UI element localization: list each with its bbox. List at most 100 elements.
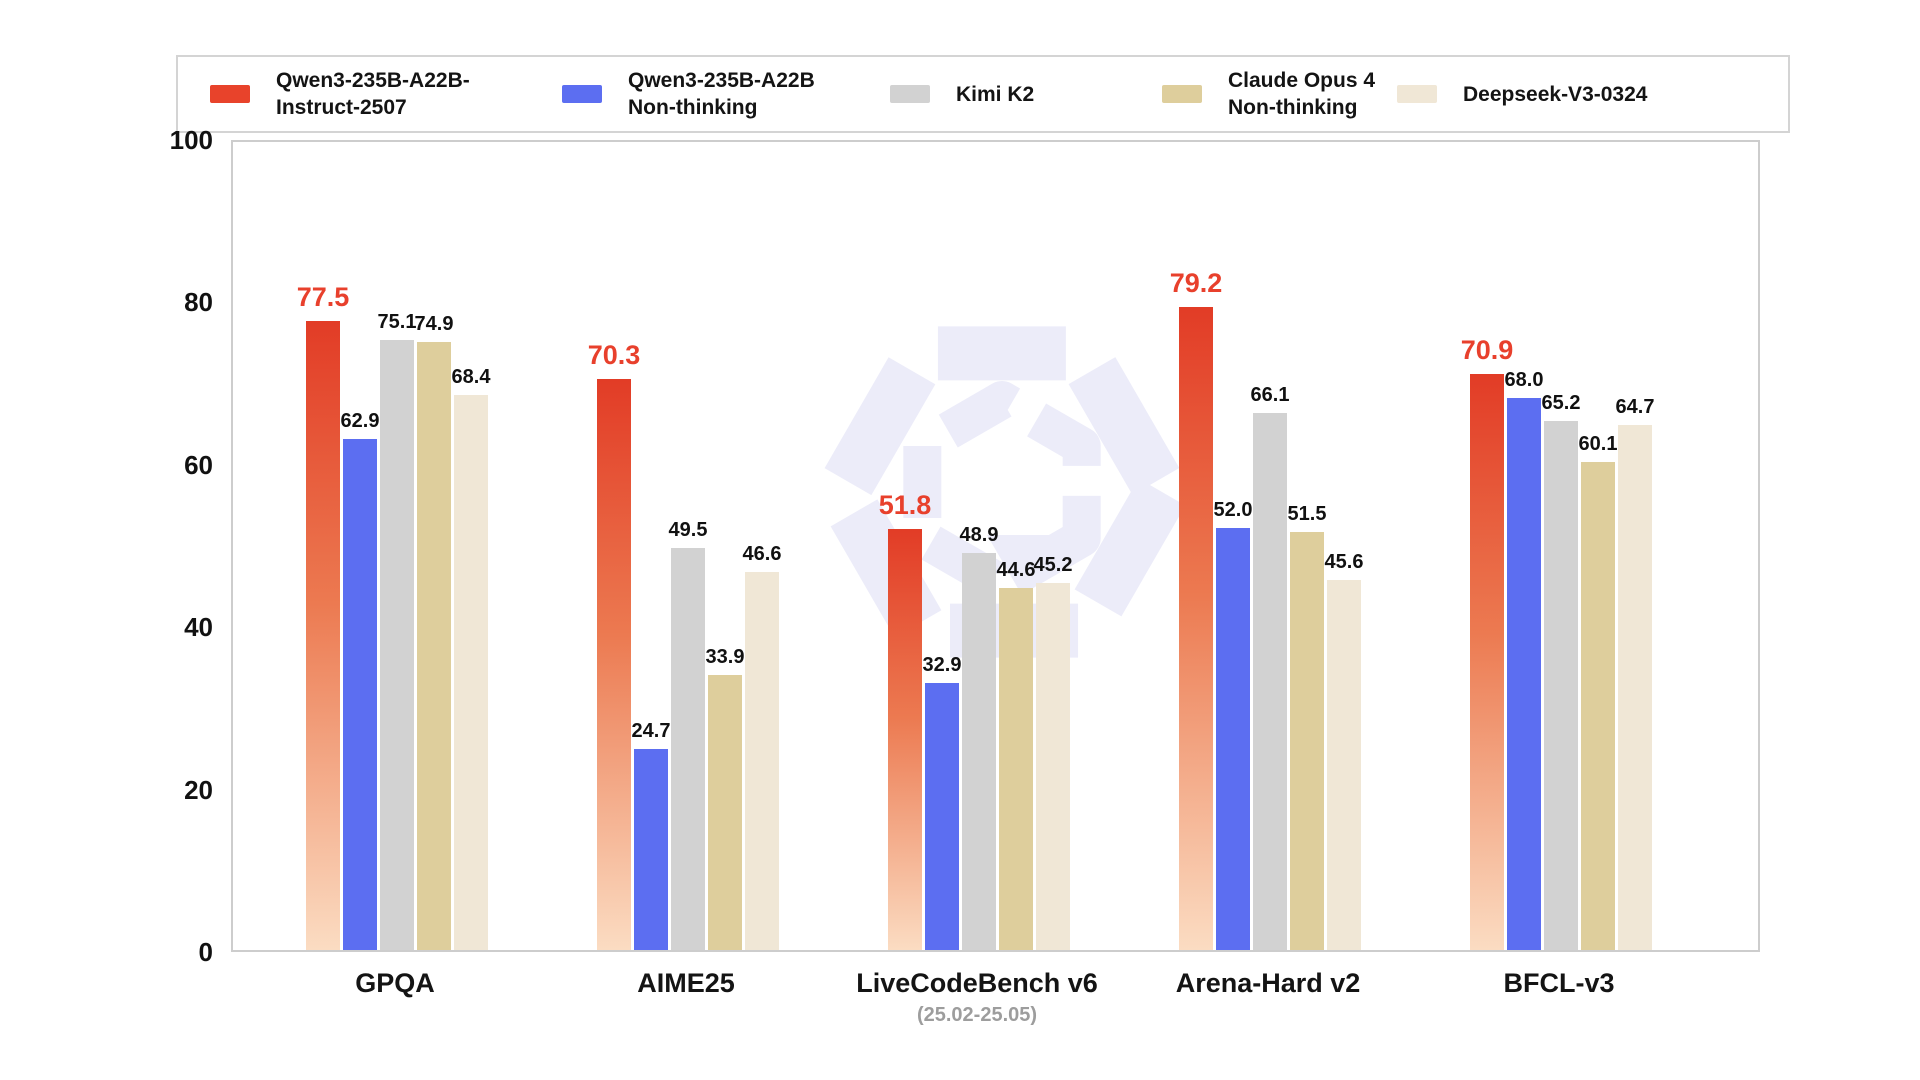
legend: Qwen3-235B-A22B- Instruct-2507 Qwen3-235B-… [176,55,1790,133]
ytick-label: 0 [198,937,213,967]
legend-label: Qwen3-235B-A22B Non-thinking [628,69,815,119]
bar: 70.9 [1461,335,1513,950]
value-label: 51.5 [1287,502,1327,525]
ytick-label: 60 [184,449,213,480]
bar-group-livecodebench-v6: 51.8 32.9 48.9 44.6 45.2 [879,138,1072,950]
bar-fill [343,439,377,950]
bar-fill [597,379,631,950]
value-label: 32.9 [922,653,962,676]
value-label: 62.9 [340,410,380,433]
legend-swatch [210,85,250,103]
bar-group-arena-hard-v2: 79.2 52.0 66.1 51.5 45.6 [1170,138,1363,950]
legend-item: Deepseek-V3-0324 [1397,57,1647,131]
bar: 24.7 [632,720,670,950]
value-label: 44.6 [996,558,1036,581]
legend-swatch [890,85,930,103]
bar-fill [671,548,705,950]
value-label: 70.3 [587,340,641,371]
bar-fill [1581,462,1615,950]
bar-fill [634,749,668,950]
category-label: BFCL-v3 [1503,968,1615,998]
legend-item: Claude Opus 4 Non-thinking [1162,57,1375,131]
bar: 65.2 [1542,392,1580,950]
bar: 79.2 [1170,268,1222,950]
bar: 51.5 [1288,503,1326,950]
bar-fill [925,682,959,950]
bar: 74.9 [415,313,453,950]
category-label: GPQA [355,968,435,998]
value-label: 65.2 [1541,391,1581,414]
legend-item: Qwen3-235B-A22B- Instruct-2507 [210,57,470,131]
bar: 64.7 [1616,396,1654,950]
bar-fill [380,340,414,950]
value-label: 68.4 [451,365,491,388]
ytick-label: 20 [184,774,213,805]
bar-fill [417,341,451,950]
bar: 33.9 [706,646,744,950]
value-label: 45.6 [1324,550,1364,573]
bar-fill [1544,420,1578,950]
value-label: 64.7 [1615,395,1655,418]
legend-label: Qwen3-235B-A22B- Instruct-2507 [276,69,470,119]
category-sublabel: (25.02-25.05) [916,1004,1038,1026]
bar-fill [1216,527,1250,950]
value-label: 79.2 [1169,267,1223,298]
value-label: 49.5 [668,519,708,542]
plot-area: 77.5 62.9 75.1 74.9 68.4 70.3 24.7 49.5 33.9 46.6… [231,140,1760,952]
bar-fill [1618,424,1652,950]
category-label: Arena-Hard v2 [1175,968,1361,998]
bar-fill [962,552,996,950]
legend-label: Kimi K2 [956,82,1035,106]
value-label: 60.1 [1578,433,1618,455]
category-label: LiveCodeBench v6 [856,968,1098,998]
bar: 75.1 [378,311,416,950]
value-label: 77.5 [296,281,350,312]
bar: 60.1 [1579,433,1617,950]
bar-fill [306,320,340,950]
bar-fill [745,571,779,950]
bar-fill [999,587,1033,950]
bar: 77.5 [297,282,349,950]
legend-swatch [1162,85,1202,103]
legend-label: Deepseek-V3-0324 [1463,82,1648,106]
value-label: 24.7 [631,720,671,743]
legend-swatch [1397,85,1437,103]
value-label: 70.9 [1460,335,1514,366]
bar-fill [708,674,742,950]
bar: 51.8 [879,490,931,950]
category-label: AIME25 [637,968,735,998]
bar: 62.9 [341,410,379,950]
value-label: 75.1 [377,311,417,334]
bar-fill [1290,531,1324,950]
bar-fill [1253,413,1287,950]
bar-fill [1507,397,1541,950]
ytick-label: 80 [184,287,213,318]
bar: 46.6 [743,543,781,950]
bar-group-bfcl-v3: 70.9 68.0 65.2 60.1 64.7 [1461,138,1654,950]
bar: 52.0 [1214,499,1252,950]
legend-swatch [562,85,602,103]
ytick-label: 40 [184,612,213,643]
bar: 32.9 [923,654,961,950]
bar: 68.4 [452,366,490,950]
bar-fill [454,394,488,950]
legend-item: Qwen3-235B-A22B Non-thinking [562,57,815,131]
value-label: 45.2 [1033,553,1073,576]
bar: 44.6 [997,559,1035,950]
bar-fill [888,529,922,950]
value-label: 33.9 [705,645,745,668]
value-label: 48.9 [959,523,999,546]
value-label: 52.0 [1213,498,1253,521]
bar: 45.6 [1325,551,1363,950]
bar: 70.3 [588,340,640,950]
legend-item: Kimi K2 [890,57,1034,131]
bar-group-gpqa: 77.5 62.9 75.1 74.9 68.4 [297,138,490,950]
bar: 49.5 [669,519,707,950]
bar-fill [1036,582,1070,950]
value-label: 51.8 [878,490,932,521]
bar-fill [1327,579,1361,950]
ytick-label: 100 [169,125,213,155]
bar: 45.2 [1034,554,1072,950]
bar: 66.1 [1251,384,1289,950]
bar-fill [1179,306,1213,950]
